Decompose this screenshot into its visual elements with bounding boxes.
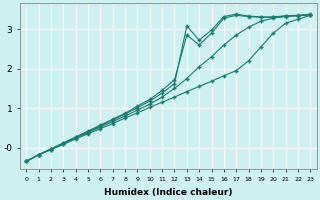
X-axis label: Humidex (Indice chaleur): Humidex (Indice chaleur) [104,188,233,197]
